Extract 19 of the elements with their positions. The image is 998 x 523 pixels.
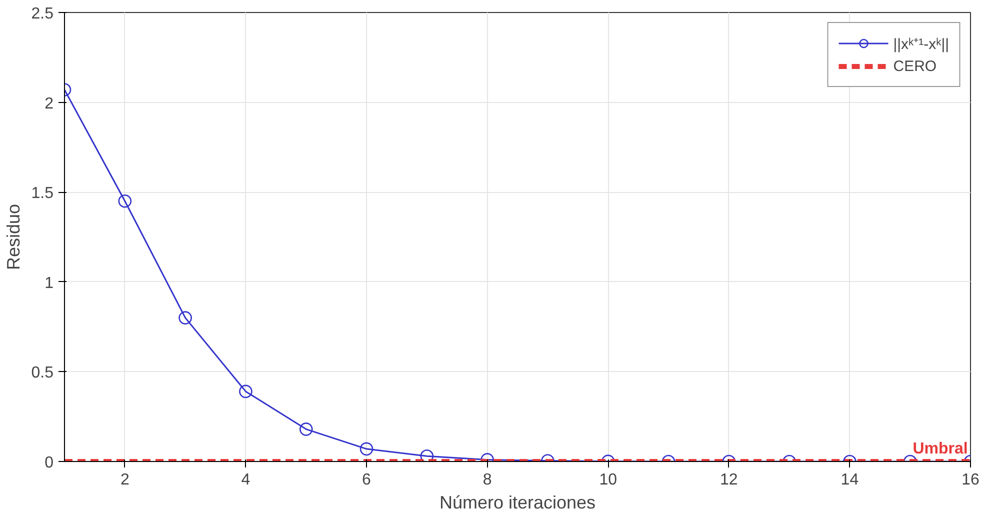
y-tick-label: 1 (44, 274, 54, 292)
y-tick-label: 0 (44, 454, 54, 472)
x-tick-label: 2 (120, 472, 130, 488)
legend-label: ||xᵏ⁺¹-xᵏ|| (893, 35, 949, 53)
x-tick-label: 16 (962, 472, 980, 488)
x-tick-label: 10 (599, 472, 618, 488)
x-tick-label: 6 (362, 472, 372, 488)
y-axis-title: Residuo (3, 204, 24, 270)
y-tick-label: 2.5 (31, 6, 54, 22)
y-tick-label: 0.5 (31, 364, 54, 382)
annotation: Umbral (912, 440, 968, 458)
x-tick-label: 4 (241, 472, 250, 488)
legend-label: CERO (893, 58, 937, 74)
x-tick-label: 8 (482, 472, 492, 488)
x-tick-label: 14 (840, 472, 859, 488)
x-tick-label: 12 (720, 472, 738, 488)
x-axis-title: Número iteraciones (439, 492, 596, 512)
y-tick-label: 2 (44, 95, 54, 112)
y-tick-label: 1.5 (31, 185, 54, 202)
